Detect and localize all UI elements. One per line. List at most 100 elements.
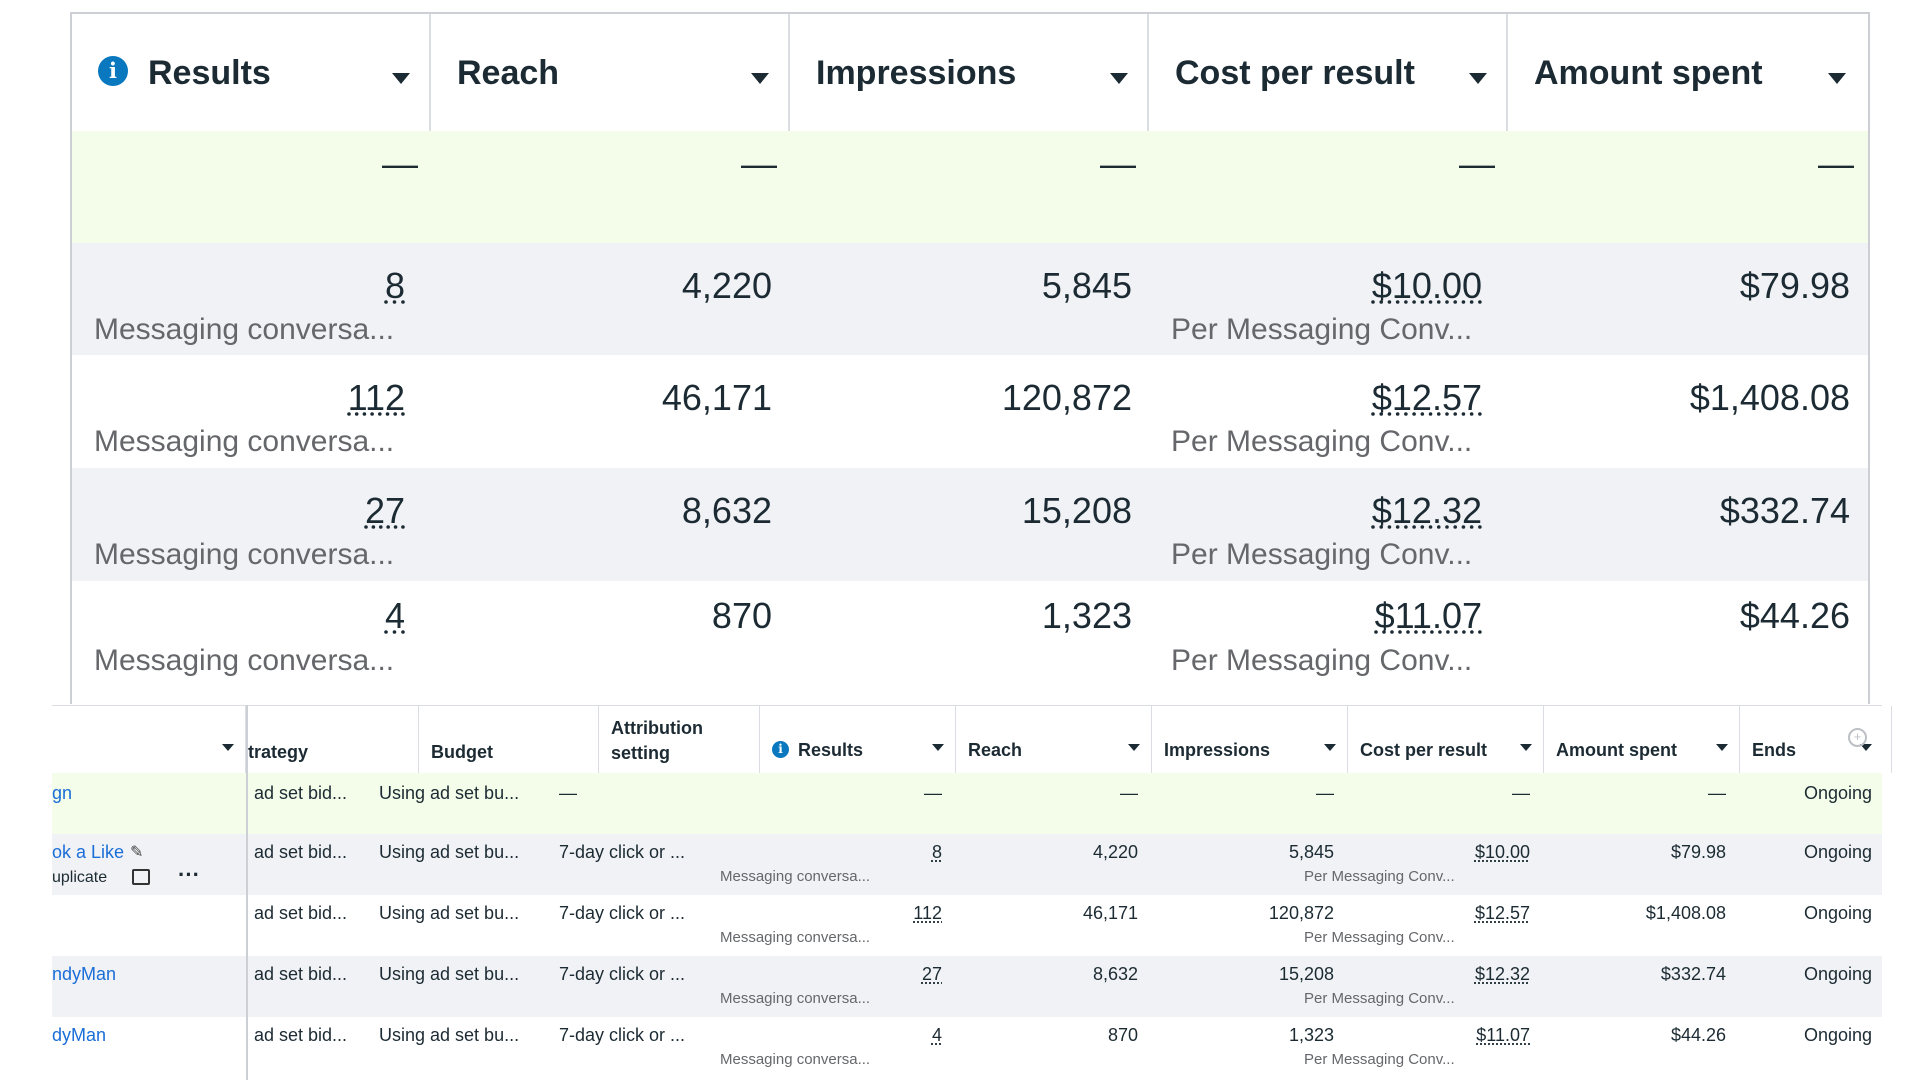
info-icon[interactable]: i	[98, 56, 128, 86]
results-cell[interactable]: 112	[852, 903, 942, 924]
results-cell[interactable]: 112	[222, 377, 405, 419]
zoomed-table-row: 8 Messaging conversa... 4,220 5,845 $10.…	[72, 243, 1868, 355]
table-row: ndyMan ad set bid... Using ad set bu... …	[52, 956, 1882, 1017]
attribution-cell: 7-day click or ...	[559, 1025, 685, 1046]
ends-cell: Ongoing	[1752, 1025, 1872, 1046]
impressions-cell: 15,208	[1244, 964, 1334, 985]
column-header-impressions[interactable]: Impressions	[1152, 706, 1348, 773]
amount-spent-cell: —	[1636, 783, 1726, 804]
budget-cell: Using ad set bu...	[379, 1025, 519, 1046]
results-cell[interactable]: 8	[222, 265, 405, 307]
frozen-column-divider[interactable]	[246, 705, 248, 1080]
chevron-down-icon[interactable]	[1828, 73, 1846, 84]
chevron-down-icon[interactable]	[1324, 744, 1336, 751]
reach-cell: 46,171	[1048, 903, 1138, 924]
cost-per-result-cell[interactable]: $10.00	[1272, 265, 1482, 307]
attribution-cell: 7-day click or ...	[559, 842, 685, 863]
column-header-bid-strategy[interactable]: trategy	[246, 706, 419, 773]
campaign-name-link[interactable]: ok a Like	[52, 842, 124, 863]
zoomed-table-row: — — — — —	[72, 131, 1868, 243]
column-header-reach[interactable]: Reach	[431, 14, 790, 131]
cost-per-result-cell: —	[1459, 143, 1495, 185]
amount-spent-cell: $79.98	[1632, 265, 1850, 307]
cost-per-result-cell[interactable]: $12.57	[1440, 903, 1530, 924]
bid-strategy-cell: ad set bid...	[254, 1025, 347, 1046]
results-cell[interactable]: 27	[852, 964, 942, 985]
chevron-down-icon[interactable]	[1520, 744, 1532, 751]
chevron-down-icon[interactable]	[222, 744, 234, 751]
cost-per-result-cell[interactable]: $11.07	[1440, 1025, 1530, 1046]
chevron-down-icon[interactable]	[392, 73, 410, 84]
zoomed-table-row: 27 Messaging conversa... 8,632 15,208 $1…	[72, 468, 1868, 581]
budget-cell: Using ad set bu...	[379, 903, 519, 924]
chevron-down-icon[interactable]	[1469, 73, 1487, 84]
column-header-amount-spent[interactable]: Amount spent	[1544, 706, 1740, 773]
reach-cell: 4,220	[572, 265, 772, 307]
results-subtext: Messaging conversa...	[720, 1051, 870, 1068]
zoomed-metrics-panel: i Results Reach Impressions Cost per res…	[70, 12, 1870, 581]
bid-strategy-cell: ad set bid...	[254, 783, 347, 804]
column-header-name[interactable]	[52, 706, 246, 773]
results-subtext: Messaging conversa...	[94, 644, 394, 678]
cost-per-result-subtext: Per Messaging Conv...	[1304, 868, 1455, 885]
column-header-results[interactable]: i Results	[760, 706, 956, 773]
amount-spent-cell: $79.98	[1636, 842, 1726, 863]
bid-strategy-cell: ad set bid...	[254, 964, 347, 985]
column-header-impressions[interactable]: Impressions	[790, 14, 1149, 131]
attribution-header-line1: Attribution	[611, 718, 703, 738]
results-cell[interactable]: 4	[852, 1025, 942, 1046]
cost-per-result-cell[interactable]: $12.57	[1272, 377, 1482, 419]
results-cell[interactable]: 8	[852, 842, 942, 863]
zoomed-table-row: 112 Messaging conversa... 46,171 120,872…	[72, 355, 1868, 468]
column-header-amount-spent[interactable]: Amount spent	[1508, 14, 1868, 131]
impressions-cell: 1,323	[932, 595, 1132, 637]
chevron-down-icon[interactable]	[1128, 744, 1140, 751]
results-cell: —	[382, 143, 418, 185]
chevron-down-icon[interactable]	[751, 73, 769, 84]
cost-per-result-cell[interactable]: $10.00	[1440, 842, 1530, 863]
cost-per-result-cell[interactable]: $12.32	[1272, 490, 1482, 532]
zoomed-table-row: 4 Messaging conversa... 870 1,323 $11.07…	[70, 581, 1870, 704]
impressions-cell: —	[1100, 143, 1136, 185]
image-icon[interactable]	[132, 869, 150, 885]
cost-per-result-subtext: Per Messaging Conv...	[1171, 538, 1472, 572]
campaign-name-link[interactable]: ndyMan	[52, 964, 116, 985]
ends-cell: Ongoing	[1752, 842, 1872, 863]
chevron-down-icon[interactable]	[1110, 73, 1128, 84]
column-header-reach[interactable]: Reach	[956, 706, 1152, 773]
ends-cell: Ongoing	[1752, 964, 1872, 985]
add-column-icon[interactable]: +	[1848, 728, 1867, 747]
duplicate-link[interactable]: uplicate	[52, 869, 107, 887]
amount-spent-cell: $44.26	[1636, 1025, 1726, 1046]
impressions-cell: 5,845	[932, 265, 1132, 307]
attribution-cell: 7-day click or ...	[559, 903, 685, 924]
campaign-name-link[interactable]: dyMan	[52, 1025, 106, 1046]
results-subtext: Messaging conversa...	[720, 868, 870, 885]
results-cell[interactable]: 4	[222, 595, 405, 637]
reach-cell: 4,220	[1048, 842, 1138, 863]
column-header-cost-per-result[interactable]: Cost per result	[1348, 706, 1544, 773]
zoomed-table-header: i Results Reach Impressions Cost per res…	[72, 14, 1868, 133]
column-header-budget[interactable]: Budget	[419, 706, 599, 773]
impressions-cell: 120,872	[932, 377, 1132, 419]
column-header-ends[interactable]: Ends	[1740, 706, 1892, 773]
info-icon[interactable]: i	[772, 741, 789, 758]
table-row: dyMan ad set bid... Using ad set bu... 7…	[52, 1017, 1882, 1081]
more-icon[interactable]: ···	[178, 862, 200, 888]
reach-cell: —	[741, 143, 777, 185]
chevron-down-icon[interactable]	[1716, 744, 1728, 751]
column-header-results[interactable]: i Results	[72, 14, 431, 131]
column-header-attribution[interactable]: Attribution setting	[599, 706, 760, 773]
column-header-cost-per-result[interactable]: Cost per result	[1149, 14, 1508, 131]
results-cell[interactable]: 27	[222, 490, 405, 532]
ends-cell: Ongoing	[1752, 903, 1872, 924]
cost-per-result-subtext: Per Messaging Conv...	[1171, 313, 1472, 347]
attribution-cell: 7-day click or ...	[559, 964, 685, 985]
cost-per-result-cell[interactable]: $11.07	[1272, 595, 1482, 637]
cost-per-result-cell[interactable]: $12.32	[1440, 964, 1530, 985]
chevron-down-icon[interactable]	[932, 744, 944, 751]
pencil-icon[interactable]: ✎	[130, 842, 143, 862]
ends-cell: Ongoing	[1752, 783, 1872, 804]
cost-per-result-cell: —	[1440, 783, 1530, 804]
campaign-name-link[interactable]: gn	[52, 783, 72, 804]
